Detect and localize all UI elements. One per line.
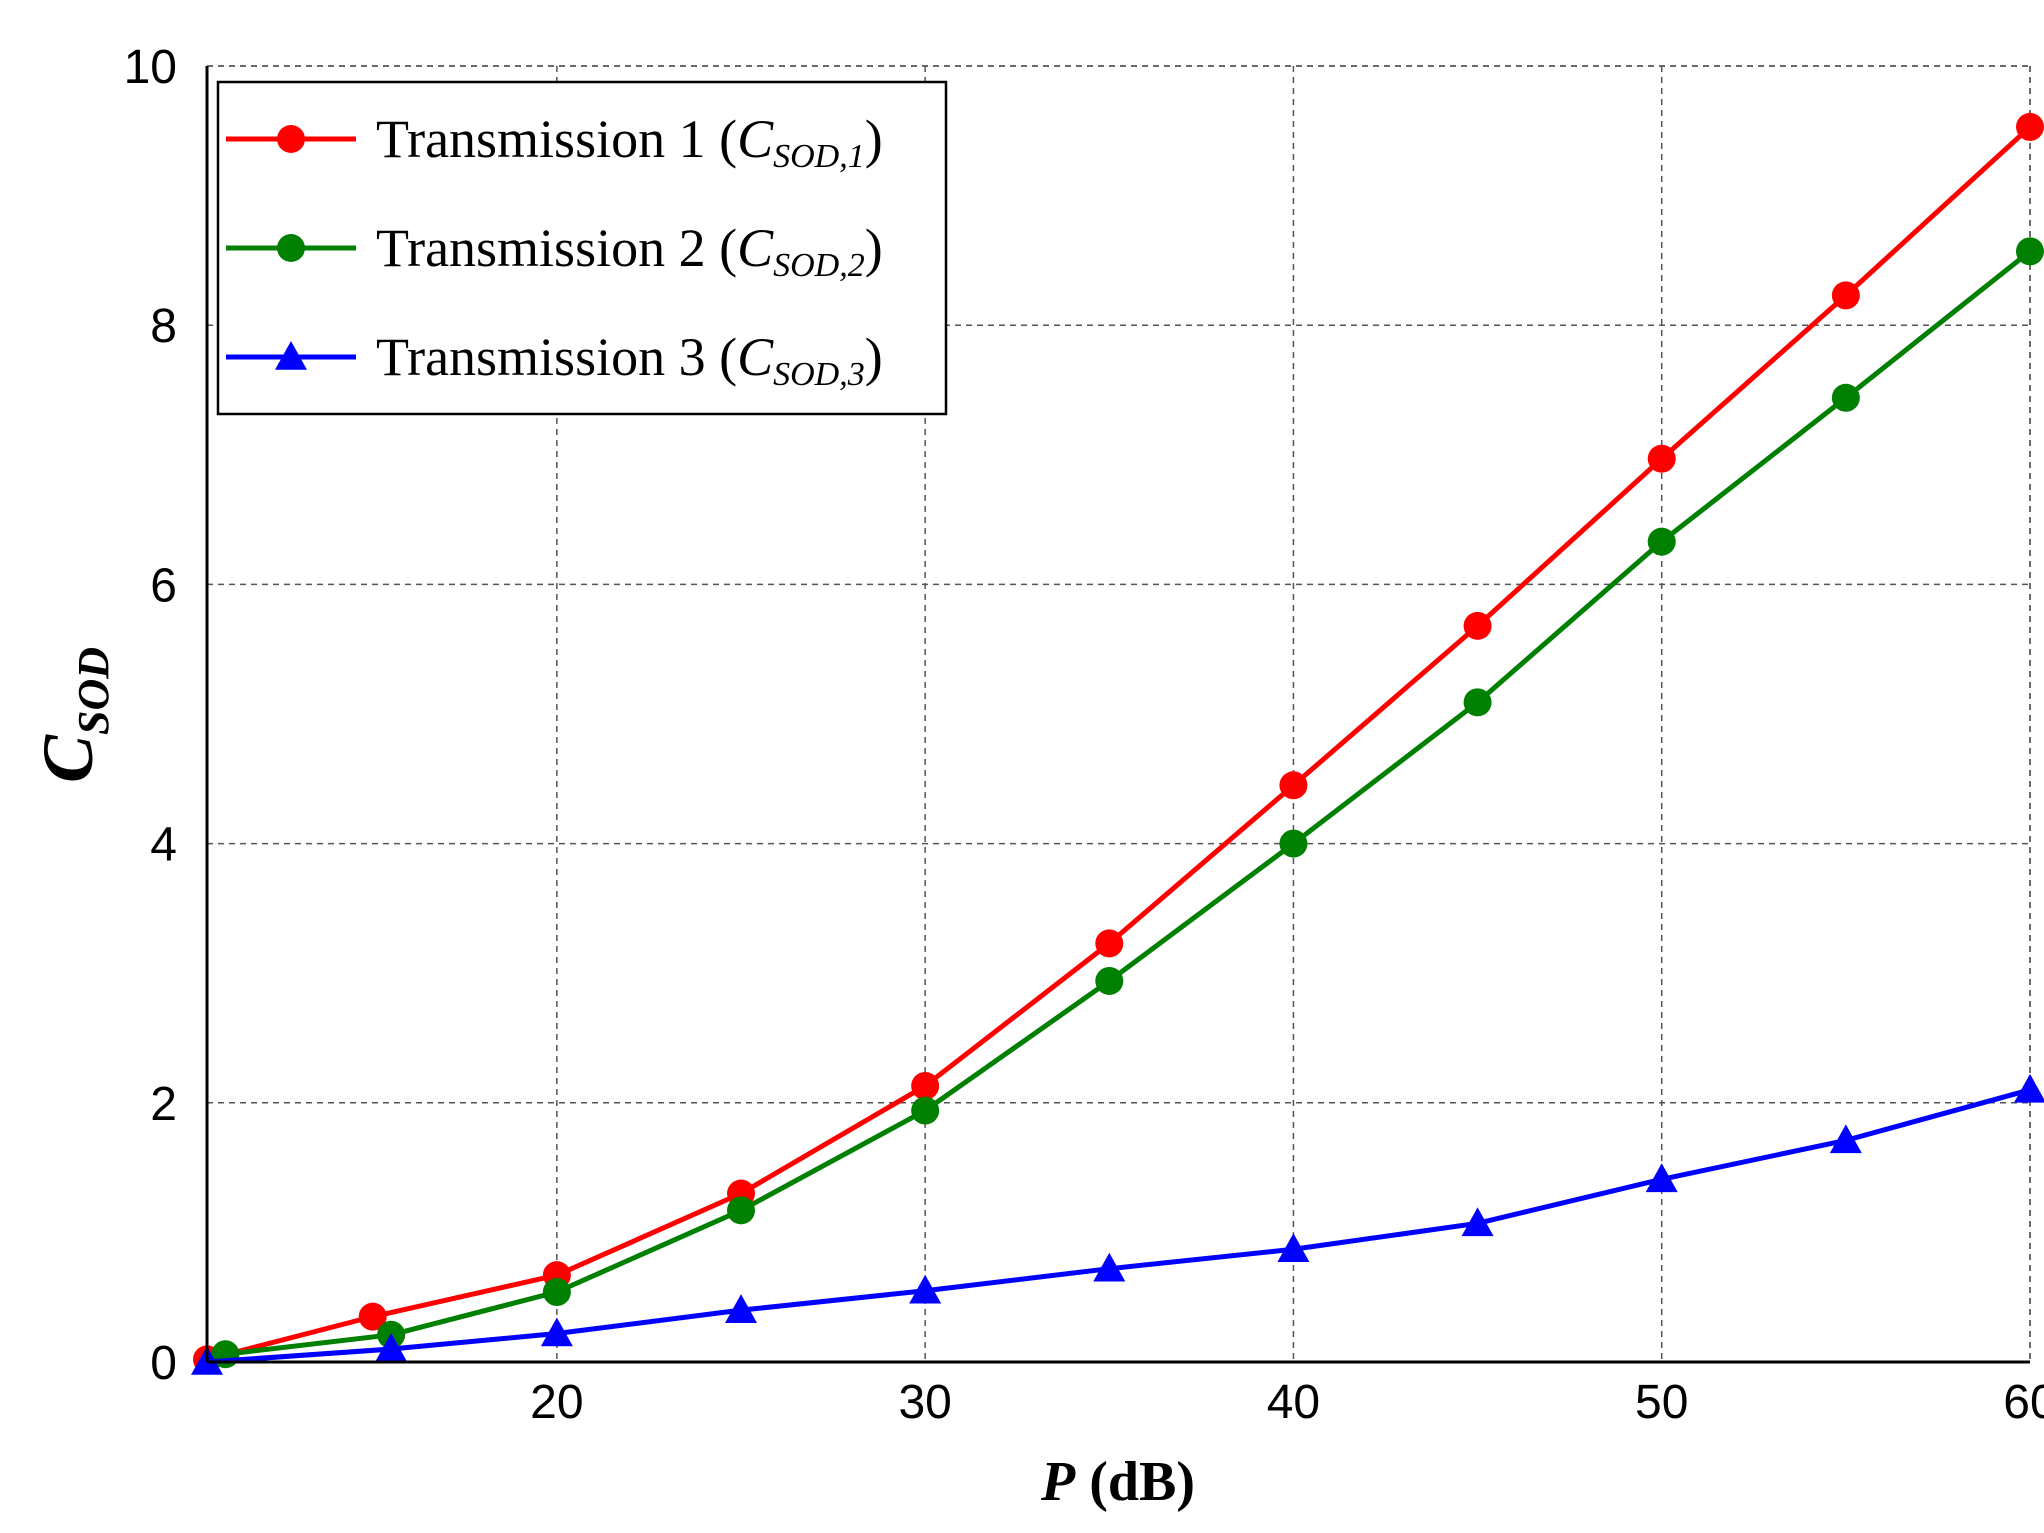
data-point — [2016, 112, 2044, 141]
legend-label: Transmission 3 (CSOD,3) — [376, 327, 883, 393]
x-tick-label: 20 — [530, 1376, 583, 1429]
data-point — [911, 1096, 940, 1125]
data-point — [540, 1317, 573, 1347]
data-point — [358, 1302, 387, 1331]
x-tick-label: 40 — [1267, 1376, 1320, 1429]
data-point — [1831, 281, 1860, 310]
legend-swatch-marker — [275, 341, 307, 370]
legend-item-3: Transmission 3 (CSOD,3) — [226, 327, 883, 393]
y-tick-label: 2 — [150, 1078, 177, 1131]
data-point — [725, 1294, 758, 1323]
legend-swatch-marker — [277, 234, 305, 262]
data-point — [2016, 237, 2044, 266]
y-tick-label: 6 — [150, 559, 177, 612]
series-line — [225, 249, 2032, 1357]
legend-swatch-marker — [277, 125, 305, 153]
data-point — [542, 1278, 571, 1307]
y-tick-label: 8 — [150, 300, 177, 353]
grid — [207, 65, 2031, 1362]
data-point — [1645, 1163, 1678, 1193]
series-3 — [191, 1073, 2044, 1375]
data-point — [1279, 771, 1308, 800]
y-tick-label: 0 — [150, 1337, 177, 1390]
data-point — [1463, 611, 1492, 640]
y-tick-label: 10 — [124, 41, 177, 94]
data-point — [1095, 966, 1124, 995]
y-axis-title: CSOD — [28, 647, 118, 783]
x-tick-label: 50 — [1635, 1376, 1688, 1429]
x-axis-unit: (dB) — [1075, 1451, 1195, 1513]
y-axis-main: C — [28, 734, 108, 783]
data-point — [1647, 444, 1676, 473]
x-tick-label: 30 — [898, 1376, 951, 1429]
legend: Transmission 1 (CSOD,1) Transmission 2 (C… — [216, 80, 948, 416]
data-point — [1461, 1207, 1494, 1237]
svg-text:CSOD: CSOD — [28, 647, 118, 783]
data-point — [1095, 929, 1124, 958]
y-tick-label: 4 — [150, 819, 177, 872]
series-line — [206, 1087, 2031, 1365]
tick-labels: 20 30 40 50 60 0 2 4 6 8 10 — [124, 41, 2044, 1429]
data-point — [727, 1196, 756, 1225]
data-point — [1279, 829, 1308, 858]
data-point — [1647, 527, 1676, 556]
series-2 — [211, 237, 2044, 1369]
legend-item-2: Transmission 2 (CSOD,2) — [226, 218, 883, 284]
x-axis-title: P (dB) — [1040, 1451, 1195, 1513]
data-point — [375, 1333, 408, 1362]
x-axis-var: P — [1040, 1451, 1076, 1513]
legend-item-1: Transmission 1 (CSOD,1) — [226, 109, 883, 175]
data-point — [911, 1071, 940, 1100]
y-axis-sub: SOD — [69, 647, 118, 735]
data-point — [1831, 383, 1860, 412]
data-point — [2014, 1073, 2044, 1103]
legend-label: Transmission 1 (CSOD,1) — [376, 109, 883, 175]
data-point — [1463, 688, 1492, 717]
x-tick-label: 60 — [2003, 1376, 2044, 1429]
axes — [205, 66, 2030, 1364]
data-point — [1829, 1124, 1862, 1154]
data-point — [909, 1274, 942, 1304]
data-point — [1277, 1233, 1310, 1263]
data-point — [1093, 1252, 1126, 1282]
legend-label: Transmission 2 (CSOD,2) — [376, 218, 883, 284]
